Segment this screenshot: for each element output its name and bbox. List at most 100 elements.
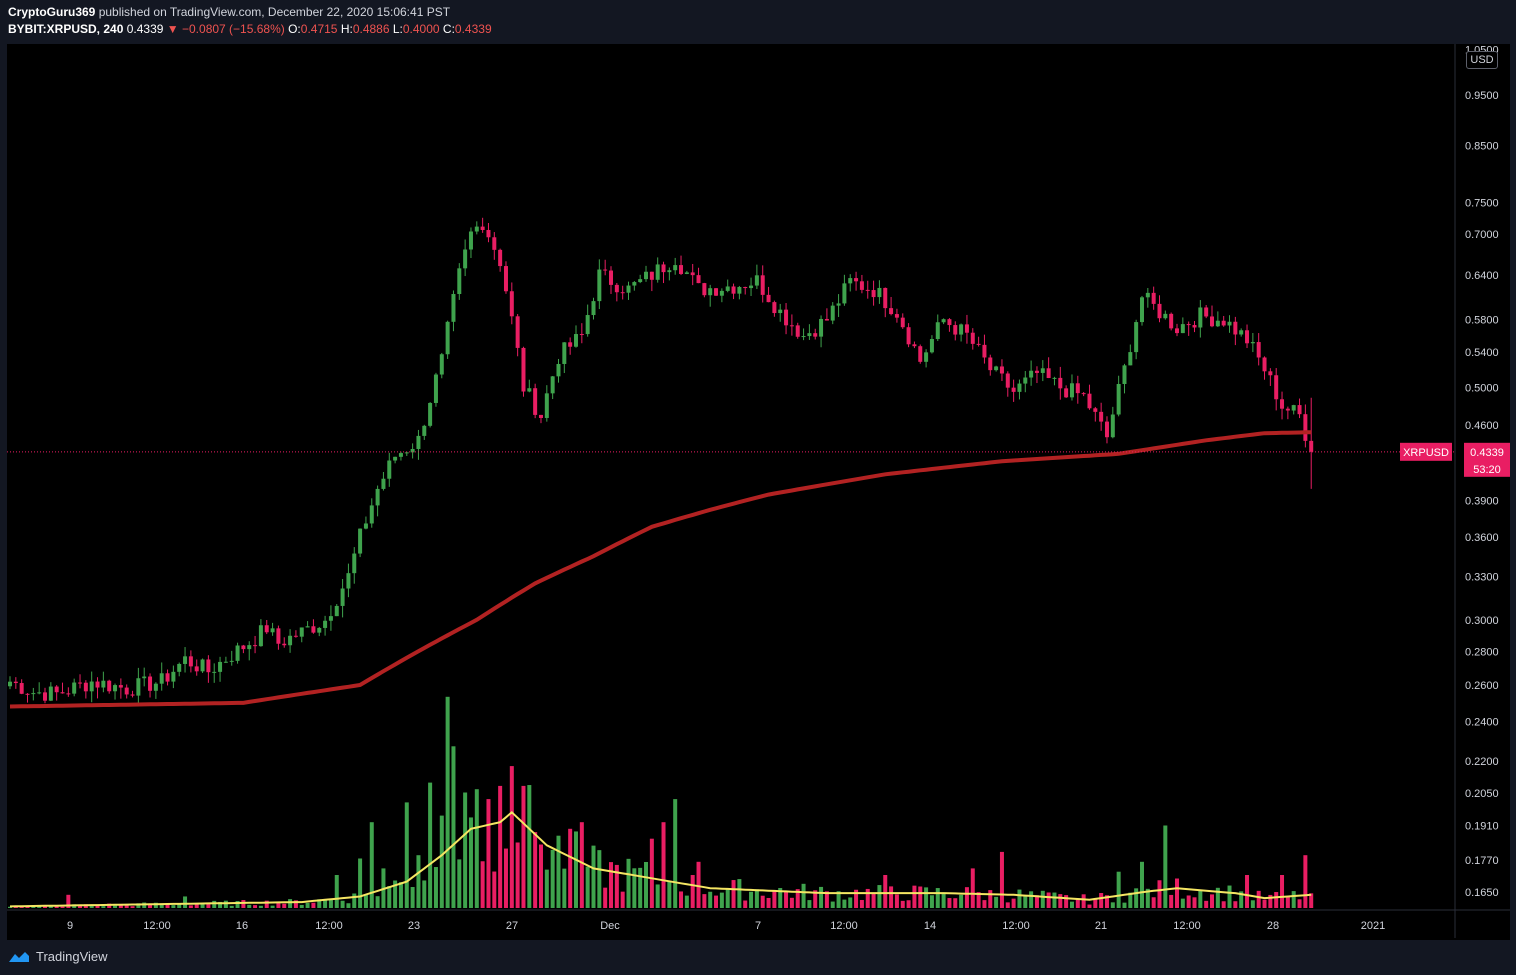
candle-body: [78, 682, 83, 684]
volume-bar: [935, 888, 940, 908]
candle-body: [1069, 383, 1074, 398]
volume-bar: [632, 868, 637, 908]
candle-body: [1303, 414, 1308, 441]
volume-bar: [1011, 898, 1016, 908]
volume-bar: [416, 855, 421, 908]
volume-bar: [124, 904, 129, 908]
candle-body: [515, 316, 520, 348]
time-tick-label: 28: [1267, 920, 1279, 932]
candle-body: [714, 288, 719, 296]
tradingview-logo[interactable]: TradingView: [8, 949, 108, 964]
currency-badge[interactable]: USD: [1466, 51, 1498, 69]
candle-body: [1204, 307, 1209, 317]
candle-body: [1081, 393, 1086, 395]
volume-bar: [136, 903, 141, 908]
volume-bar: [1268, 894, 1273, 908]
price-chart[interactable]: 1.05000.95000.85000.75000.70000.64000.58…: [0, 0, 1516, 940]
candle-body: [725, 286, 730, 291]
volume-bar: [439, 815, 444, 908]
candle-body: [813, 333, 818, 337]
candle-body: [334, 605, 339, 617]
candle-body: [556, 363, 561, 377]
volume-bar: [1233, 901, 1238, 908]
candle-body: [1192, 325, 1197, 328]
candle-body: [235, 645, 240, 661]
volume-bar: [247, 904, 252, 908]
symbol-tag: XRPUSD: [1403, 447, 1449, 459]
candle-body: [999, 366, 1004, 374]
volume-bars: [8, 696, 1314, 908]
volume-bar: [719, 892, 724, 908]
candle-body: [439, 354, 444, 375]
volume-bar: [754, 889, 759, 908]
candle-body: [124, 687, 129, 695]
candle-body: [136, 678, 141, 696]
candle-body: [113, 685, 118, 692]
candle-body: [492, 237, 497, 250]
volume-bar: [1256, 890, 1261, 908]
volume-bar: [1210, 894, 1215, 908]
candle-body: [918, 346, 923, 362]
candle-body: [346, 573, 351, 589]
volume-bar: [562, 868, 567, 908]
volume-bar: [130, 906, 135, 908]
candle-body: [387, 460, 392, 479]
volume-bar: [760, 895, 765, 908]
candle-body: [941, 319, 946, 323]
candle-body: [1058, 377, 1063, 389]
candle-body: [585, 315, 590, 335]
volume-bar: [457, 859, 462, 908]
volume-bar: [60, 906, 65, 908]
author-name[interactable]: CryptoGuru369: [8, 5, 96, 19]
time-tick-label: 12:00: [1002, 920, 1030, 932]
volume-bar: [778, 888, 783, 908]
price-tick-label: 0.1650: [1465, 887, 1499, 899]
candle-body: [1116, 383, 1121, 415]
volume-bar: [282, 903, 287, 908]
candle-body: [223, 661, 228, 663]
candle-body: [655, 264, 660, 280]
candle-body: [363, 523, 368, 529]
price-tick-label: 0.3300: [1465, 571, 1499, 583]
candle-body: [562, 342, 567, 364]
time-tick-label: 23: [408, 920, 420, 932]
volume-bar: [113, 905, 118, 908]
time-tick-label: Dec: [600, 920, 620, 932]
candle-body: [8, 681, 12, 687]
candle-body: [1180, 324, 1185, 334]
candle-body: [842, 283, 847, 304]
volume-bar: [1029, 891, 1034, 908]
candle-body: [1139, 297, 1144, 323]
volume-bar: [515, 842, 520, 908]
volume-bar: [819, 886, 824, 908]
candle-body: [358, 528, 363, 554]
candle-body: [375, 488, 380, 506]
volume-bar: [550, 849, 555, 908]
volume-bar: [311, 902, 316, 908]
candle-body: [1233, 321, 1238, 335]
candle-body: [912, 344, 917, 347]
candle-body: [609, 270, 614, 285]
volume-bar: [877, 885, 882, 908]
candle-body: [1093, 408, 1098, 412]
volume-bar: [1023, 895, 1028, 908]
candle-body: [37, 692, 42, 694]
volume-bar: [1227, 885, 1232, 908]
symbol-label[interactable]: BYBIT:XRPUSD, 240: [8, 22, 124, 36]
high-value: 0.4886: [352, 22, 390, 36]
volume-bar: [959, 894, 964, 908]
volume-bar: [1215, 887, 1220, 908]
candle-body: [1297, 405, 1302, 415]
volume-bar: [241, 900, 246, 908]
volume-bar: [929, 895, 934, 908]
candle-body: [976, 343, 981, 345]
candle-body: [947, 319, 952, 326]
volume-bar: [953, 898, 958, 908]
volume-bar: [579, 822, 584, 908]
candle-body: [48, 686, 53, 701]
candle-body: [638, 279, 643, 283]
volume-bar: [538, 844, 543, 908]
volume-bar: [1128, 892, 1133, 908]
volume-bar: [1186, 895, 1191, 908]
candle-body: [486, 229, 491, 238]
